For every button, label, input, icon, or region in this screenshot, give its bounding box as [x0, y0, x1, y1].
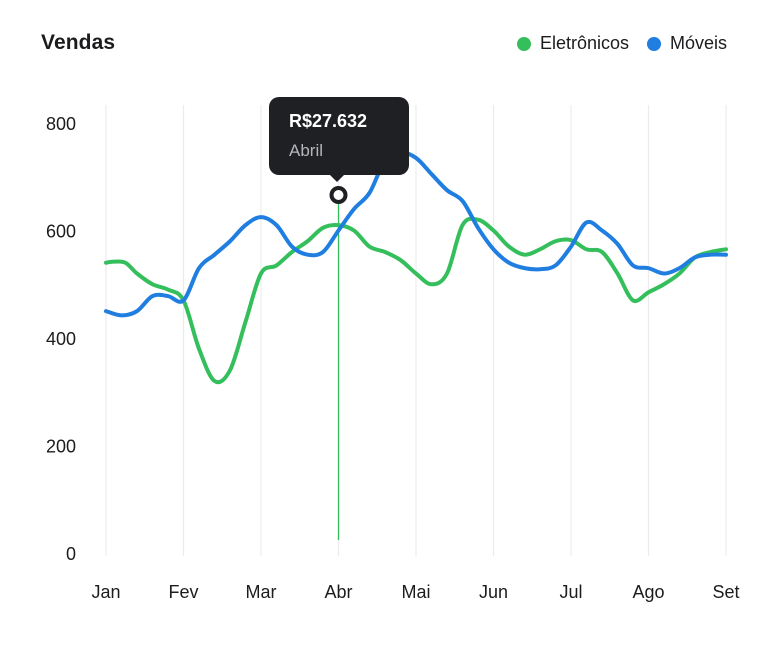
legend-item-moveis[interactable]: Móveis [646, 33, 727, 54]
x-tick-label-ago: Ago [632, 582, 664, 602]
x-tick-label-abr: Abr [324, 582, 352, 602]
x-tick-label-jul: Jul [559, 582, 582, 602]
y-tick-label-0: 0 [66, 544, 76, 564]
data-tooltip: R$27.632 Abril [269, 97, 409, 182]
legend-swatch-eletronicos [516, 36, 531, 51]
chart-title: Vendas [41, 31, 116, 54]
legend-item-eletronicos[interactable]: Eletrônicos [516, 33, 629, 54]
y-tick-label-600: 600 [46, 222, 76, 242]
x-tick-label-mai: Mai [401, 582, 430, 602]
series-line-moveis [104, 150, 728, 318]
x-tick-label-jun: Jun [479, 582, 508, 602]
legend-label-eletronicos: Eletrônicos [539, 33, 629, 53]
y-tick-label-200: 200 [46, 437, 76, 457]
tooltip-value: R$27.632 [289, 111, 368, 131]
series-line-eletronicos [104, 216, 728, 385]
legend-label-moveis: Móveis [669, 33, 727, 53]
x-tick-label-jan: Jan [91, 582, 120, 602]
tooltip-marker [329, 186, 348, 204]
x-tick-label-fev: Fev [168, 582, 198, 602]
tooltip-label: Abril [289, 141, 324, 160]
y-tick-label-400: 400 [46, 329, 76, 349]
y-tick-label-800: 800 [46, 114, 76, 134]
legend-swatch-moveis [646, 36, 661, 51]
x-tick-label-set: Set [712, 582, 739, 602]
legend: Eletrônicos Móveis [516, 33, 727, 54]
x-tick-label-mar: Mar [246, 582, 277, 602]
